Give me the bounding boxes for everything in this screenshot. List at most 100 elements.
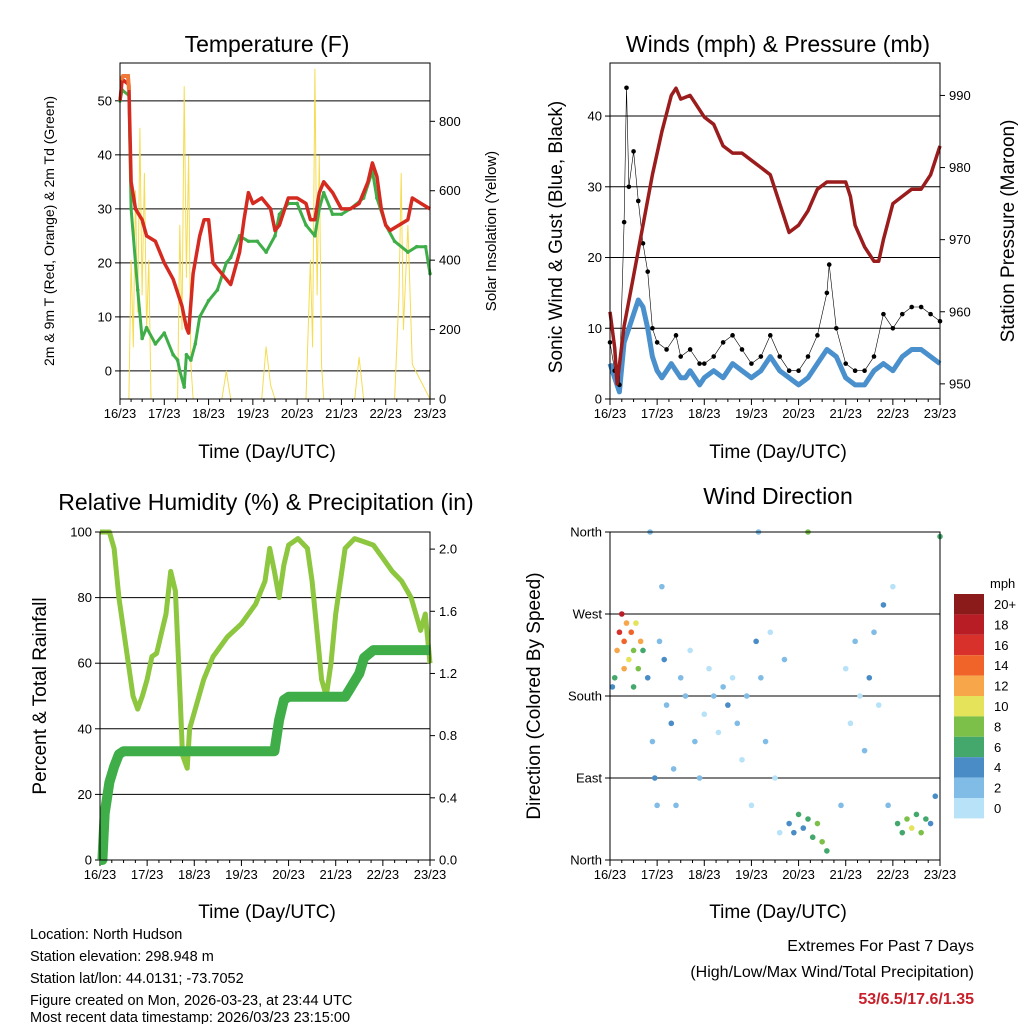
legend-label: 20+ [994, 597, 1016, 612]
dewpoint-point [171, 352, 175, 357]
wind-direction-point [626, 656, 632, 663]
dewpoint-point [153, 342, 158, 346]
dewpoint-point [184, 352, 189, 357]
y-right-tick-label: 2.0 [439, 542, 457, 557]
temperature-line [118, 77, 431, 335]
dewpoint-point [339, 212, 344, 217]
x-tick-label: 20/23 [281, 406, 314, 421]
x-tick-label: 17/23 [641, 406, 674, 421]
wind-direction-point [720, 684, 726, 690]
wind-direction-point [687, 647, 693, 654]
wind-direction-point [753, 638, 759, 645]
wind-direction-point [649, 738, 656, 745]
legend-swatch [954, 777, 984, 798]
y-tick-label: 0 [85, 853, 92, 868]
wind-direction-point [791, 829, 797, 836]
y-tick-label: 40 [588, 109, 602, 124]
wind-direction-point [611, 674, 618, 681]
x-tick-label: 22/23 [877, 406, 910, 421]
extremes-subtitle: (High/Low/Max Wind/Total Precipitation) [690, 964, 974, 981]
dir-xlabel: Time (Day/UTC) [709, 902, 847, 923]
x-tick-label: 16/23 [594, 406, 627, 421]
wind-direction-point [748, 802, 755, 809]
gust-point [826, 262, 832, 267]
legend-title: mph [990, 576, 1015, 591]
wind-direction-point [890, 583, 896, 590]
rh-title: Relative Humidity (%) & Precipitation (i… [58, 489, 473, 515]
y-right-tick-label: 1.2 [439, 666, 457, 681]
wind-direction-point [663, 702, 670, 708]
x-tick-label: 22/23 [877, 867, 910, 882]
wind-direction-point [932, 793, 939, 800]
y-tick-label: 0 [595, 392, 602, 407]
wind-direction-point [677, 674, 684, 681]
wind-direction-point [725, 702, 731, 708]
wind-direction-point [616, 629, 623, 636]
x-tick-label: 18/23 [688, 867, 721, 882]
wind-direction-point [706, 665, 712, 672]
x-tick-label: 23/23 [924, 867, 957, 882]
y-right-tick-label: 0.8 [439, 728, 457, 743]
wind-direction-point [659, 583, 665, 590]
wind-direction-point [670, 766, 677, 772]
x-tick-label: 20/23 [782, 406, 815, 421]
wind-direction-point [640, 647, 646, 654]
info-location: Location: North Hudson [30, 927, 182, 943]
gust-point [909, 304, 915, 310]
y-tick-label: 20 [98, 255, 112, 270]
gust-point [815, 333, 820, 338]
gust-point [711, 354, 717, 359]
wind-direction-point [809, 834, 816, 841]
wind-direction-point [621, 665, 627, 672]
extremes-values: 53/6.5/17.6/1.35 [858, 991, 974, 1008]
gust-point [730, 333, 735, 338]
y-tick-label: East [576, 771, 602, 786]
dewpoint-point [264, 250, 268, 254]
dewpoint-point [189, 358, 193, 362]
y-right-tick-label: 0.0 [439, 853, 457, 868]
dewpoint-point [177, 369, 182, 373]
info-recent: Most recent data timestamp: 2026/03/23 2… [30, 1010, 350, 1024]
dewpoint-point [135, 288, 140, 292]
x-tick-label: 21/23 [829, 867, 862, 882]
wind-direction-point [819, 838, 825, 845]
winds-title: Winds (mph) & Pressure (mb) [626, 31, 930, 57]
legend-label: 4 [994, 760, 1001, 775]
rh-ylabel: Percent & Total Rainfall [30, 597, 51, 794]
temp-ylabel: 2m & 9m T (Red, Orange) & 2m Td (Green) [41, 96, 57, 366]
gust-point [664, 347, 669, 352]
dewpoint-point [197, 315, 202, 319]
x-tick-label: 19/23 [735, 867, 768, 882]
x-tick-label: 16/23 [104, 406, 137, 421]
dewpoint-point [392, 239, 397, 244]
legend-swatch [954, 798, 984, 819]
x-tick-label: 18/23 [688, 406, 721, 421]
wind-direction-point [842, 665, 849, 672]
x-tick-label: 22/23 [367, 867, 400, 882]
wind-direction-point [633, 620, 639, 626]
wind-direction-point [682, 693, 689, 699]
rh-xlabel: Time (Day/UTC) [198, 902, 336, 923]
y-right-tick-label: 980 [949, 160, 971, 175]
wind-direction-point [692, 738, 698, 745]
winds-ylabel-right: Station Pressure (Maroon) [998, 120, 1019, 343]
y-tick-label: North [570, 853, 602, 868]
temp-xlabel: Time (Day/UTC) [198, 442, 336, 463]
x-tick-label: 23/23 [414, 867, 447, 882]
wind-direction-point [795, 811, 802, 818]
legend-label: 16 [994, 638, 1008, 653]
dewpoint-point [228, 255, 233, 260]
dewpoint-point [182, 385, 187, 389]
gust-point [654, 340, 660, 345]
wind-direction-point [729, 674, 736, 681]
y-tick-label: West [573, 607, 603, 622]
x-tick-label: 21/23 [829, 406, 862, 421]
wind-direction-point [623, 620, 630, 626]
legend-label: 14 [994, 658, 1008, 673]
gust-point [621, 219, 627, 225]
wind-direction-point [734, 720, 741, 727]
wind-direction-point [908, 825, 915, 831]
wind-direction-point [847, 720, 854, 727]
gust-point [918, 304, 924, 310]
legend-label: 8 [994, 719, 1001, 734]
